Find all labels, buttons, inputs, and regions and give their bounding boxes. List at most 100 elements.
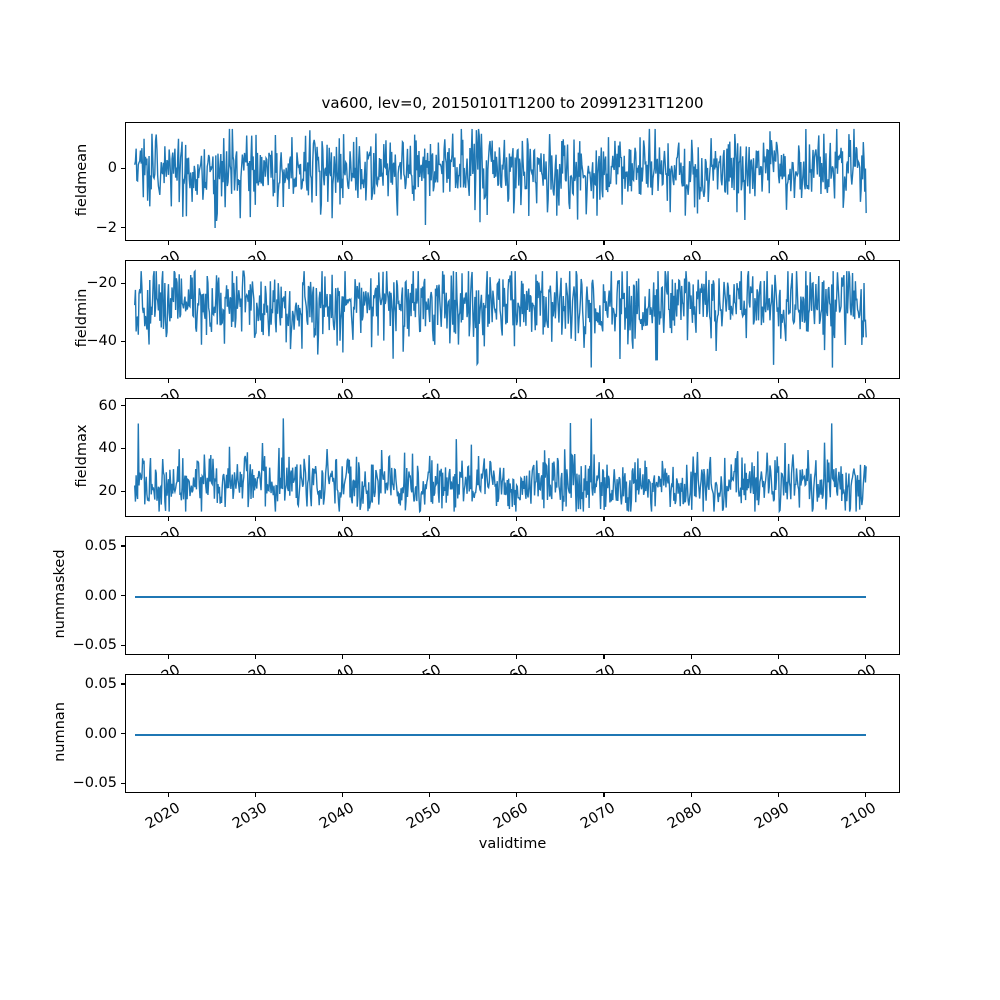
- x-tick-mark: [864, 655, 866, 660]
- y-axis-label-numnan: numnan: [52, 701, 68, 762]
- x-tick-mark: [864, 517, 866, 522]
- y-tick-label: 0.05: [84, 675, 117, 692]
- y-tick-label: −0.05: [72, 637, 117, 654]
- x-tick-mark: [516, 793, 518, 798]
- x-tick-mark: [603, 379, 605, 384]
- plot-area: [126, 123, 899, 240]
- subplot-fieldmin: [125, 260, 900, 379]
- x-axis-label: validtime: [478, 836, 547, 852]
- y-tick-mark: [120, 282, 125, 284]
- y-tick-mark: [120, 644, 125, 646]
- x-tick-mark: [690, 517, 692, 522]
- x-tick-mark: [690, 241, 692, 246]
- x-tick-mark: [516, 655, 518, 660]
- y-tick-mark: [120, 227, 125, 229]
- y-tick-label: −40: [86, 333, 117, 350]
- y-tick-mark: [120, 733, 125, 735]
- x-tick-mark: [690, 379, 692, 384]
- x-tick-mark: [168, 517, 170, 522]
- x-tick-mark: [429, 517, 431, 522]
- x-tick-mark: [777, 655, 779, 660]
- x-tick-mark: [690, 793, 692, 798]
- y-tick-label: −0.05: [72, 775, 117, 792]
- y-tick-mark: [120, 595, 125, 597]
- x-tick-mark: [429, 241, 431, 246]
- y-tick-label: −20: [86, 275, 117, 292]
- x-tick-mark: [864, 241, 866, 246]
- y-tick-mark: [120, 490, 125, 492]
- y-tick-label: 60: [98, 397, 117, 414]
- data-line-fieldmax: [134, 418, 867, 514]
- y-tick-mark: [120, 545, 125, 547]
- x-tick-mark: [168, 379, 170, 384]
- x-tick-mark: [429, 379, 431, 384]
- y-tick-label: 0.00: [84, 725, 117, 742]
- y-tick-label: 20: [98, 483, 117, 500]
- x-tick-mark: [342, 379, 344, 384]
- y-tick-mark: [120, 782, 125, 784]
- x-tick-mark: [342, 241, 344, 246]
- subplot-numnan: [125, 674, 900, 793]
- x-tick-mark: [516, 379, 518, 384]
- x-tick-mark: [342, 517, 344, 522]
- x-tick-label: 2060: [490, 800, 531, 833]
- x-tick-mark: [255, 379, 257, 384]
- subplot-fieldmean: [125, 122, 900, 241]
- x-tick-mark: [603, 241, 605, 246]
- x-tick-mark: [516, 241, 518, 246]
- subplot-fieldmax: [125, 398, 900, 517]
- x-tick-mark: [603, 655, 605, 660]
- y-tick-label: 0.00: [84, 587, 117, 604]
- x-tick-mark: [255, 241, 257, 246]
- y-tick-label: −2: [95, 219, 117, 236]
- y-tick-label: 0.05: [84, 537, 117, 554]
- x-tick-label: 2080: [665, 800, 705, 833]
- x-tick-mark: [342, 793, 344, 798]
- x-tick-mark: [516, 517, 518, 522]
- y-tick-mark: [120, 447, 125, 449]
- data-line-numnan: [134, 733, 867, 736]
- x-tick-mark: [255, 793, 257, 798]
- subplot-nummasked: [125, 536, 900, 655]
- x-tick-mark: [168, 241, 170, 246]
- x-tick-mark: [255, 517, 257, 522]
- data-line-fieldmin: [134, 269, 867, 368]
- plot-area: [126, 537, 899, 654]
- x-tick-mark: [777, 379, 779, 384]
- x-tick-mark: [168, 793, 170, 798]
- x-tick-label: 2050: [403, 800, 444, 833]
- x-tick-mark: [429, 655, 431, 660]
- y-tick-label: 0: [107, 160, 117, 177]
- x-tick-mark: [255, 655, 257, 660]
- x-tick-mark: [777, 517, 779, 522]
- x-tick-mark: [342, 655, 344, 660]
- x-tick-mark: [690, 655, 692, 660]
- x-tick-mark: [168, 655, 170, 660]
- plot-area: [126, 399, 899, 516]
- x-tick-label: 2040: [316, 800, 357, 833]
- data-line-fieldmean: [134, 128, 867, 229]
- x-tick-mark: [864, 793, 866, 798]
- figure-title: va600, lev=0, 20150101T1200 to 20991231T…: [321, 94, 704, 112]
- x-tick-label: 2070: [577, 800, 618, 833]
- x-tick-label: 2090: [752, 800, 793, 833]
- x-tick-mark: [603, 793, 605, 798]
- x-tick-label: 2100: [839, 800, 880, 833]
- x-tick-label: 2020: [142, 800, 183, 833]
- y-tick-mark: [120, 683, 125, 685]
- y-tick-label: 40: [98, 440, 117, 457]
- x-tick-mark: [777, 793, 779, 798]
- plot-area: [126, 261, 899, 378]
- y-tick-mark: [120, 167, 125, 169]
- x-tick-label: 2030: [229, 800, 270, 833]
- x-tick-mark: [429, 793, 431, 798]
- y-tick-mark: [120, 405, 125, 407]
- y-tick-mark: [120, 340, 125, 342]
- plot-area: [126, 675, 899, 792]
- x-tick-mark: [603, 517, 605, 522]
- y-axis-label-fieldmax: fieldmax: [74, 424, 90, 487]
- data-line-nummasked: [134, 595, 867, 598]
- x-tick-mark: [864, 379, 866, 384]
- x-tick-mark: [777, 241, 779, 246]
